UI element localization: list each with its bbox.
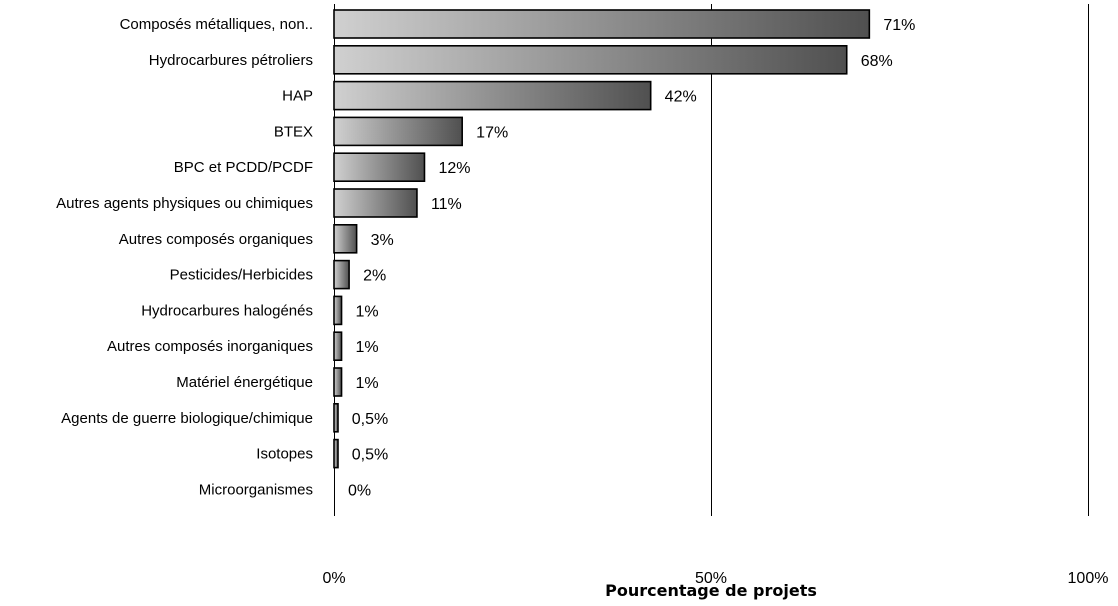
x-axis-title: Pourcentage de projets <box>605 581 817 600</box>
value-label: 42% <box>665 89 697 106</box>
bar <box>333 259 350 290</box>
bar <box>333 224 358 254</box>
category-label: BTEX <box>274 123 313 140</box>
category-label: Matériel énergétique <box>176 374 313 391</box>
category-labels: Composés métalliques, non.. Hydrocarbures… <box>56 16 313 498</box>
bar <box>333 402 339 433</box>
value-label: 0% <box>348 482 371 499</box>
category-label: Autres composés organiques <box>119 231 313 248</box>
value-labels: 71% 68% 42% 17% 12% 11% 3% 2% 1% 1% 1% 0,5% 0,5% 0% <box>348 17 915 499</box>
category-label: BPC et PCDD/PCDF <box>174 159 313 176</box>
category-label: Microorganismes <box>199 481 313 498</box>
bar <box>333 438 339 469</box>
value-label: 0,5% <box>352 411 388 428</box>
category-label: Hydrocarbures pétroliers <box>149 52 313 69</box>
value-label: 1% <box>356 303 379 320</box>
bar <box>333 44 848 75</box>
value-label: 12% <box>438 160 470 177</box>
x-axis-ticks: 0% 50% 100% <box>322 570 1108 587</box>
category-label: Composés métalliques, non.. <box>120 16 313 33</box>
value-label: 71% <box>883 17 915 34</box>
category-label: HAP <box>282 88 313 105</box>
bar <box>333 9 871 39</box>
value-label: 17% <box>476 124 508 141</box>
bar <box>333 331 343 362</box>
category-label: Isotopes <box>256 446 313 463</box>
value-label: 0,5% <box>352 447 388 464</box>
value-label: 1% <box>356 375 379 392</box>
bar <box>333 80 652 111</box>
bar <box>333 188 418 218</box>
value-label: 1% <box>356 339 379 356</box>
category-label: Autres composés inorganiques <box>107 338 313 355</box>
value-label: 2% <box>363 268 386 285</box>
x-tick-label: 100% <box>1068 570 1109 587</box>
category-label: Pesticides/Herbicides <box>170 267 313 284</box>
bar <box>333 116 463 147</box>
value-label: 68% <box>861 53 893 70</box>
category-label: Hydrocarbures halogénés <box>141 302 313 319</box>
value-label: 11% <box>431 196 462 213</box>
value-label: 3% <box>371 232 394 249</box>
category-label: Autres agents physiques ou chimiques <box>56 195 313 212</box>
bar <box>333 152 426 182</box>
bars <box>333 9 871 469</box>
bar <box>333 295 343 326</box>
category-label: Agents de guerre biologique/chimique <box>61 410 313 427</box>
x-tick-label: 0% <box>322 570 345 587</box>
bar <box>333 367 343 397</box>
x-tick-label: 50% <box>695 570 727 587</box>
